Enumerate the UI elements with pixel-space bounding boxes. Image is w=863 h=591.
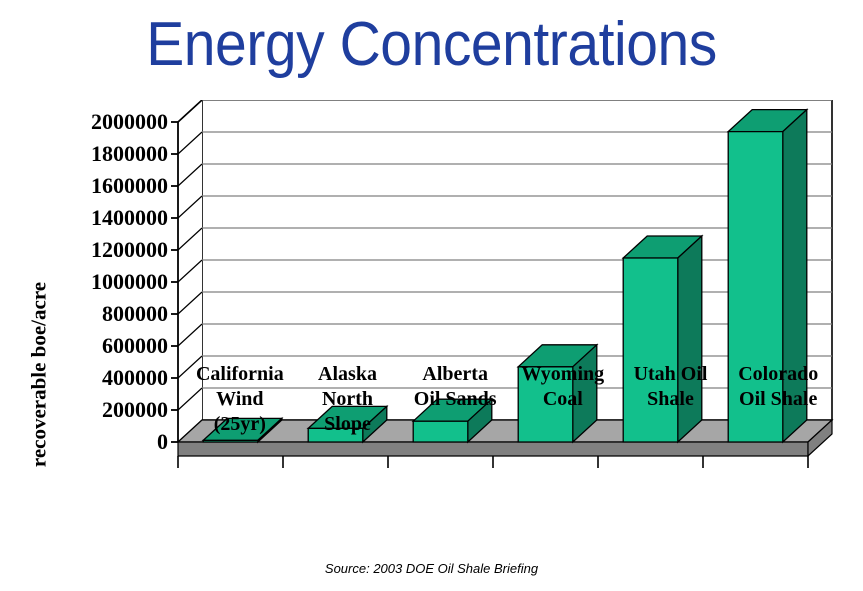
bar-front-face [307,427,364,443]
x-axis-label-line: North [321,388,374,410]
x-axis-label-line: Coal [542,388,583,410]
bar-front-face [412,420,469,443]
y-axis-tick-label: 400000 [102,365,168,390]
x-axis-label-line: Colorado [738,363,819,385]
x-axis-label-line: Oil Sands [413,388,497,410]
x-axis-label-line: Shale [647,388,694,410]
bar-4[interactable] [516,343,599,444]
bar-front-face [202,439,259,443]
y-axis-tick-label: 800000 [102,301,168,326]
x-axis-label-line: California [195,363,284,385]
y-axis-tick-label: 200000 [102,397,168,422]
x-axis-label: Alaska North Slope [294,362,402,472]
y-axis-tick-label: 1800000 [91,141,168,166]
x-axis-label-line: Wind [216,388,264,410]
bar-2[interactable] [306,404,389,444]
axis-depth-connector [177,355,203,379]
bar-front-face [622,257,679,443]
x-axis-category-labels: California Wind (25yr) Alaska North Slope Albe… [0,362,863,472]
x-axis-label-line: (25yr) [213,413,266,435]
x-axis-label-line: Wyoming [521,363,605,385]
x-labels-right-spacer [832,362,863,472]
x-axis-label: Colorado Oil Shale [724,362,832,472]
axis-depth-connector [177,131,203,155]
x-axis-label-line: Slope [324,413,371,435]
chart-container: recoverable boe/acre 0 200000 400000 600000… [0,100,863,540]
x-axis-label-line: Alaska [318,363,377,385]
axis-depth-connector [177,163,203,187]
x-axis-label: California Wind (25yr) [186,362,294,472]
y-axis-tick-label: 1200000 [91,237,168,262]
y-axis-tick-label: 1000000 [91,269,168,294]
bar-6[interactable] [726,108,809,444]
x-labels-left-spacer [0,362,186,472]
x-axis-label-line: Utah Oil [633,363,708,385]
source-note: Source: 2003 DOE Oil Shale Briefing [324,561,539,576]
y-axis-tick-label: 600000 [102,333,168,358]
y-axis-tick-label: 2000000 [91,109,168,134]
plot-area [171,100,834,468]
bar-front-face [517,366,574,443]
axis-depth-connector [177,387,203,411]
x-axis-label: Alberta Oil Sands [401,362,509,472]
axis-depth-connector [177,195,203,219]
axis-depth-connector [177,259,203,283]
y-axis-tick-label: 1600000 [91,173,168,198]
x-axis-label-line: Alberta [422,363,488,385]
axis-depth-connector [177,100,203,123]
y-axis-tick-label: 1400000 [91,205,168,230]
axis-depth-connector [177,291,203,315]
y-axis-tick-labels: 0 200000 400000 600000 800000 1000000 1200000 1… [42,100,168,540]
x-axis-label: Utah Oil Shale [617,362,725,472]
axis-depth-connector [177,323,203,347]
axis-depth-connector [177,227,203,251]
y-axis-tick-label: 0 [157,429,168,454]
floor-right-face [807,418,833,458]
x-axis-label: Wyoming Coal [509,362,617,472]
bar-front-face [727,130,784,443]
x-axis-label-line: Oil Shale [739,388,818,410]
bar-3[interactable] [411,397,494,444]
bar-1[interactable] [201,416,284,444]
bar-5[interactable] [621,234,704,444]
page-title: Energy Concentrations [146,10,717,79]
